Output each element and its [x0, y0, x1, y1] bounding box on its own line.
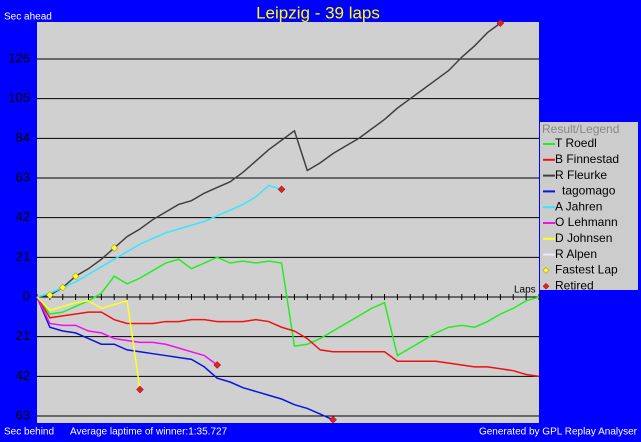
y-tick-label: 126 — [8, 50, 30, 65]
y-tick-label: 105 — [8, 90, 30, 105]
legend-label: tagomago — [562, 184, 616, 198]
x-axis-label: Laps — [514, 285, 536, 296]
retired-marker — [329, 415, 337, 424]
legend-label: R Alpen — [555, 247, 597, 261]
fastest-lap-marker — [46, 291, 54, 299]
series-line — [36, 296, 334, 421]
chart-title: Leipzig - 39 laps — [256, 3, 380, 22]
retired-marker — [213, 361, 222, 369]
y-label-bottom: Sec behind — [4, 427, 54, 438]
fastest-lap-marker — [58, 283, 67, 292]
y-label-top: Sec ahead — [4, 12, 52, 23]
y-tick-label: 42 — [16, 209, 30, 224]
legend-label: Retired — [555, 278, 594, 292]
plot-area — [37, 22, 539, 423]
legend-label: R Fleurke — [555, 168, 607, 182]
legend-swatch — [542, 282, 550, 290]
y-tick-label: 21 — [16, 328, 30, 343]
y-tick-label: 63 — [16, 407, 30, 422]
retired-marker — [496, 19, 505, 27]
legend-swatch — [542, 267, 550, 274]
legend-label: B Finnestad — [555, 152, 619, 166]
legend-box — [540, 122, 638, 290]
retired-marker — [277, 185, 286, 194]
series-line — [36, 296, 141, 390]
y-tick-label: 21 — [16, 249, 30, 264]
legend-label: A Jahren — [555, 199, 602, 213]
legend-label: Fastest Lap — [555, 263, 618, 277]
legend-label: T Roedl — [555, 136, 597, 150]
legend-title: Result/Legend — [542, 122, 619, 136]
y-tick-label: 63 — [16, 169, 30, 184]
y-tick-label: 42 — [16, 368, 30, 383]
series-line — [36, 296, 218, 366]
footer-right: Generated by GPL Replay Analyser — [479, 427, 638, 438]
series-line — [36, 256, 540, 357]
y-tick-label: 0 — [23, 288, 30, 303]
legend-label: O Lehmann — [555, 215, 618, 229]
retired-marker — [136, 385, 144, 394]
series-line — [36, 296, 540, 378]
series-line — [36, 184, 282, 298]
legend-label: D Johnsen — [555, 231, 612, 245]
fastest-lap-marker — [71, 272, 80, 281]
footer-left: Average laptime of winner:1:35.727 — [70, 427, 228, 438]
y-tick-label: 84 — [16, 130, 30, 145]
fastest-lap-marker — [110, 244, 119, 252]
